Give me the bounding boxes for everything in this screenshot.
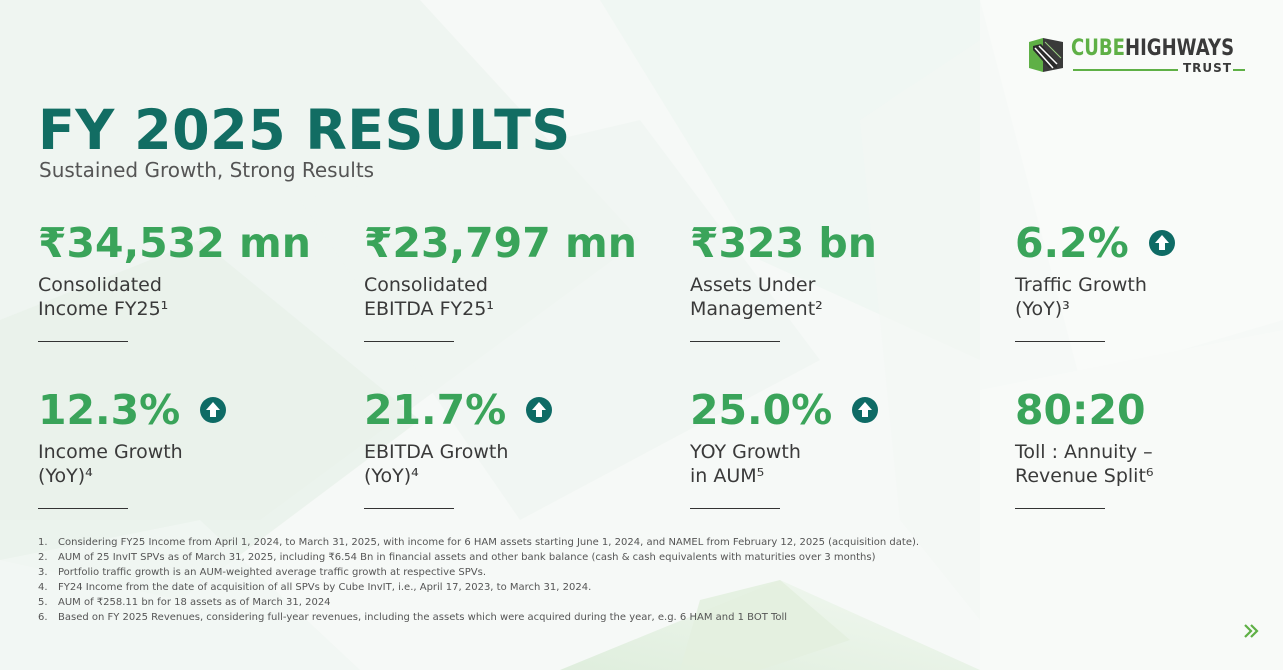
metric-value: 25.0% xyxy=(690,386,980,434)
logo-wordmark: CUBEHIGHWAYS xyxy=(1071,36,1235,61)
metric-label: YOY Growth in AUM⁵ xyxy=(690,441,801,487)
metric-revenue-split: 80:20 Toll : Annuity – Revenue Split⁶ xyxy=(1015,386,1265,509)
metric-income-growth: 12.3% Income Growth (YoY)⁴ xyxy=(38,386,328,509)
metric-value: ₹323 bn xyxy=(690,219,877,267)
metric-traffic-growth: 6.2% Traffic Growth (YoY)³ xyxy=(1015,219,1265,342)
footnote-item: 2. AUM of 25 InvIT SPVs as of March 31, 2… xyxy=(38,552,876,563)
metric-value: 80:20 xyxy=(1015,386,1146,434)
metric-label: Assets Under Management² xyxy=(690,274,823,320)
logo-trust-text: TRUST xyxy=(1183,61,1232,75)
metric-consolidated-income: ₹34,532 mn Consolidated Income FY25¹ xyxy=(38,219,328,342)
arrow-up-circle-icon xyxy=(200,397,227,423)
metric-label: Traffic Growth (YoY)³ xyxy=(1015,274,1147,320)
metric-divider xyxy=(364,341,454,342)
metric-divider xyxy=(1015,341,1105,342)
logo-rule-right xyxy=(1233,69,1245,71)
metric-label: Income Growth (YoY)⁴ xyxy=(38,441,183,487)
metric-value: 6.2% xyxy=(1015,219,1265,267)
footnote-item: 1. Considering FY25 Income from April 1, … xyxy=(38,537,920,548)
logo-rule-left xyxy=(1073,69,1178,71)
metric-divider xyxy=(690,341,780,342)
metric-divider xyxy=(364,508,454,509)
footnote-item: 5. AUM of ₹258.11 bn for 18 assets as of … xyxy=(38,597,331,608)
metric-value: 21.7% xyxy=(364,386,654,434)
metric-divider xyxy=(690,508,780,509)
footnote-item: 4. FY24 Income from the date of acquisiti… xyxy=(38,582,592,593)
footnotes: 1. Considering FY25 Income from April 1, … xyxy=(38,535,920,625)
arrow-up-circle-icon xyxy=(526,397,553,423)
metric-label: Toll : Annuity – Revenue Split⁶ xyxy=(1015,441,1154,487)
footnote-item: 6. Based on FY 2025 Revenues, considering… xyxy=(38,612,788,623)
page-title: FY 2025 RESULTS xyxy=(38,98,571,162)
metric-ebitda-growth: 21.7% EBITDA Growth (YoY)⁴ xyxy=(364,386,654,509)
metric-aum-growth: 25.0% YOY Growth in AUM⁵ xyxy=(690,386,980,509)
double-chevron-right-icon[interactable] xyxy=(1242,622,1260,640)
page-subtitle: Sustained Growth, Strong Results xyxy=(39,158,375,182)
metric-value: 12.3% xyxy=(38,386,328,434)
metric-value: ₹23,797 mn xyxy=(364,219,637,267)
arrow-up-circle-icon xyxy=(852,397,879,423)
arrow-up-circle-icon xyxy=(1148,230,1175,256)
metric-divider xyxy=(38,508,128,509)
logo-mark-icon xyxy=(1029,38,1063,72)
metric-divider xyxy=(1015,508,1105,509)
footnote-item: 3. Portfolio traffic growth is an AUM-wei… xyxy=(38,567,487,578)
metric-label: EBITDA Growth (YoY)⁴ xyxy=(364,441,509,487)
metric-consolidated-ebitda: ₹23,797 mn Consolidated EBITDA FY25¹ xyxy=(364,219,654,342)
metric-label: Consolidated Income FY25¹ xyxy=(38,274,169,320)
metric-assets-under-management: ₹323 bn Assets Under Management² xyxy=(690,219,980,342)
metric-divider xyxy=(38,341,128,342)
metric-value: ₹34,532 mn xyxy=(38,219,311,267)
metric-label: Consolidated EBITDA FY25¹ xyxy=(364,274,494,320)
cube-highways-trust-logo: CUBEHIGHWAYS TRUST xyxy=(1029,36,1249,76)
